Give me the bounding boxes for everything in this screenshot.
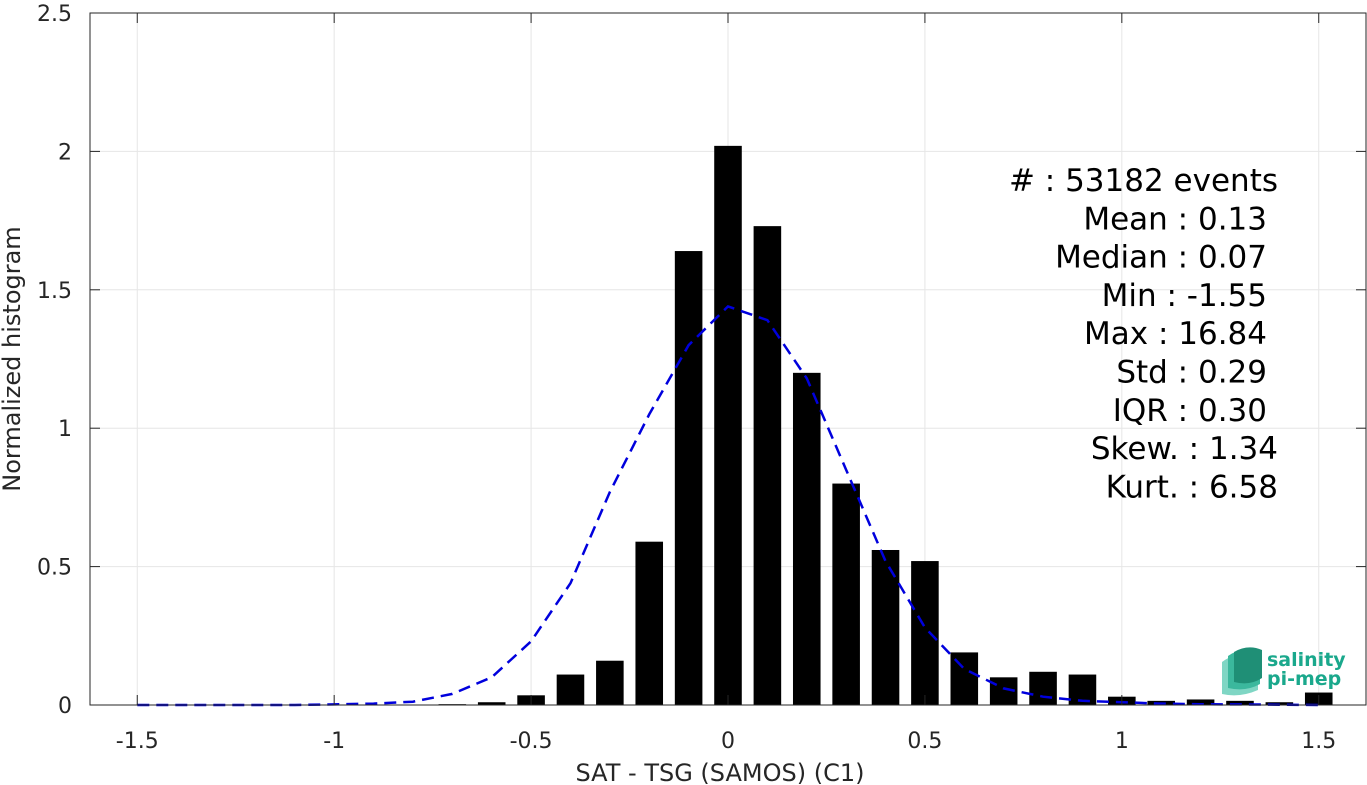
histogram-bar [714,145,742,705]
x-tick-label: -0.5 [510,729,553,754]
y-axis-title: Normalized histogram [0,226,26,491]
stat-line: Median : 0.07 [1055,240,1267,276]
x-axis-title: SAT - TSG (SAMOS) (C1) [576,759,865,785]
y-tick-label: 0.5 [37,556,72,581]
salinity-pi-mep-logo: salinity pi-mep [1222,647,1346,696]
histogram-bar [871,549,900,705]
stat-line: Mean : 0.13 [1083,201,1267,237]
x-tick-label: -1.5 [116,729,159,754]
histogram-bar [911,561,939,705]
y-tick-label: 0 [58,694,72,719]
stat-line: Min : -1.55 [1102,278,1267,314]
x-tick-label: 1 [1115,729,1129,754]
histogram-bar [753,226,782,706]
stat-line: Skew. : 1.34 [1091,431,1278,467]
stat-line: # : 53182 events [1009,163,1278,199]
stat-line: IQR : 0.30 [1113,393,1267,429]
histogram-bar [635,541,664,705]
histogram-bar [832,483,860,705]
histogram-bars [438,145,1333,706]
axes-frame [89,12,1367,706]
histogram-bar [1029,671,1057,705]
y-tick-label: 1 [58,417,72,442]
histogram-bar [950,652,979,705]
y-tick-label: 1.5 [37,279,72,304]
logo-line1: salinity [1267,649,1346,671]
stat-line: Max : 16.84 [1084,316,1267,352]
y-tick-label: 2 [58,140,72,165]
x-tick-label: 0.5 [907,729,942,754]
x-tick-labels: -1.5 -1 -0.5 0 0.5 1 1.5 [116,729,1336,754]
x-tick-label: -1 [323,729,345,754]
wave-logo-icon [1222,647,1262,696]
y-tick-labels: 0 0.5 1 1.5 2 2.5 [37,2,72,719]
logo-line2: pi-mep [1267,668,1341,690]
histogram-bar [477,702,506,705]
x-tick-label: 0 [721,729,735,754]
histogram-bar [1186,699,1215,705]
histogram-bar [556,674,585,705]
histogram-bar [792,372,821,705]
histogram-bar [674,251,703,705]
histogram-bar [1226,700,1254,705]
stat-line: Kurt. : 6.58 [1106,469,1278,505]
histogram-bar [596,660,624,705]
x-tick-label: 1.5 [1301,729,1336,754]
stat-line: Std : 0.29 [1116,355,1267,391]
y-tick-label: 2.5 [37,2,72,27]
